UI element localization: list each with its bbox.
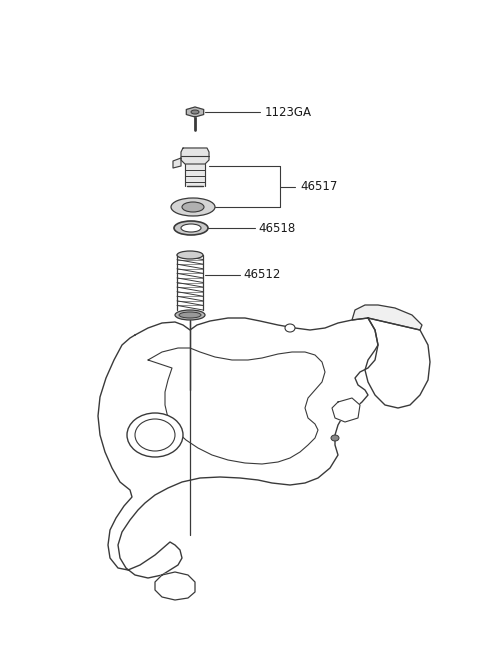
Polygon shape	[98, 318, 378, 578]
Ellipse shape	[179, 312, 201, 318]
Polygon shape	[173, 158, 181, 168]
Ellipse shape	[181, 224, 201, 232]
Polygon shape	[186, 107, 204, 117]
Polygon shape	[185, 164, 205, 186]
Ellipse shape	[175, 310, 205, 320]
Polygon shape	[365, 318, 430, 408]
Polygon shape	[332, 398, 360, 422]
Ellipse shape	[127, 413, 183, 457]
Ellipse shape	[174, 221, 208, 235]
Polygon shape	[181, 148, 209, 164]
Text: 46512: 46512	[243, 269, 280, 282]
Ellipse shape	[171, 198, 215, 216]
Ellipse shape	[182, 202, 204, 212]
Text: 46518: 46518	[258, 221, 295, 234]
Ellipse shape	[177, 251, 203, 259]
Ellipse shape	[331, 435, 339, 441]
Text: 1123GA: 1123GA	[265, 105, 312, 119]
Polygon shape	[155, 572, 195, 600]
Ellipse shape	[135, 419, 175, 451]
Ellipse shape	[191, 110, 199, 114]
Text: 46517: 46517	[300, 180, 337, 193]
Ellipse shape	[285, 324, 295, 332]
Polygon shape	[352, 305, 422, 330]
